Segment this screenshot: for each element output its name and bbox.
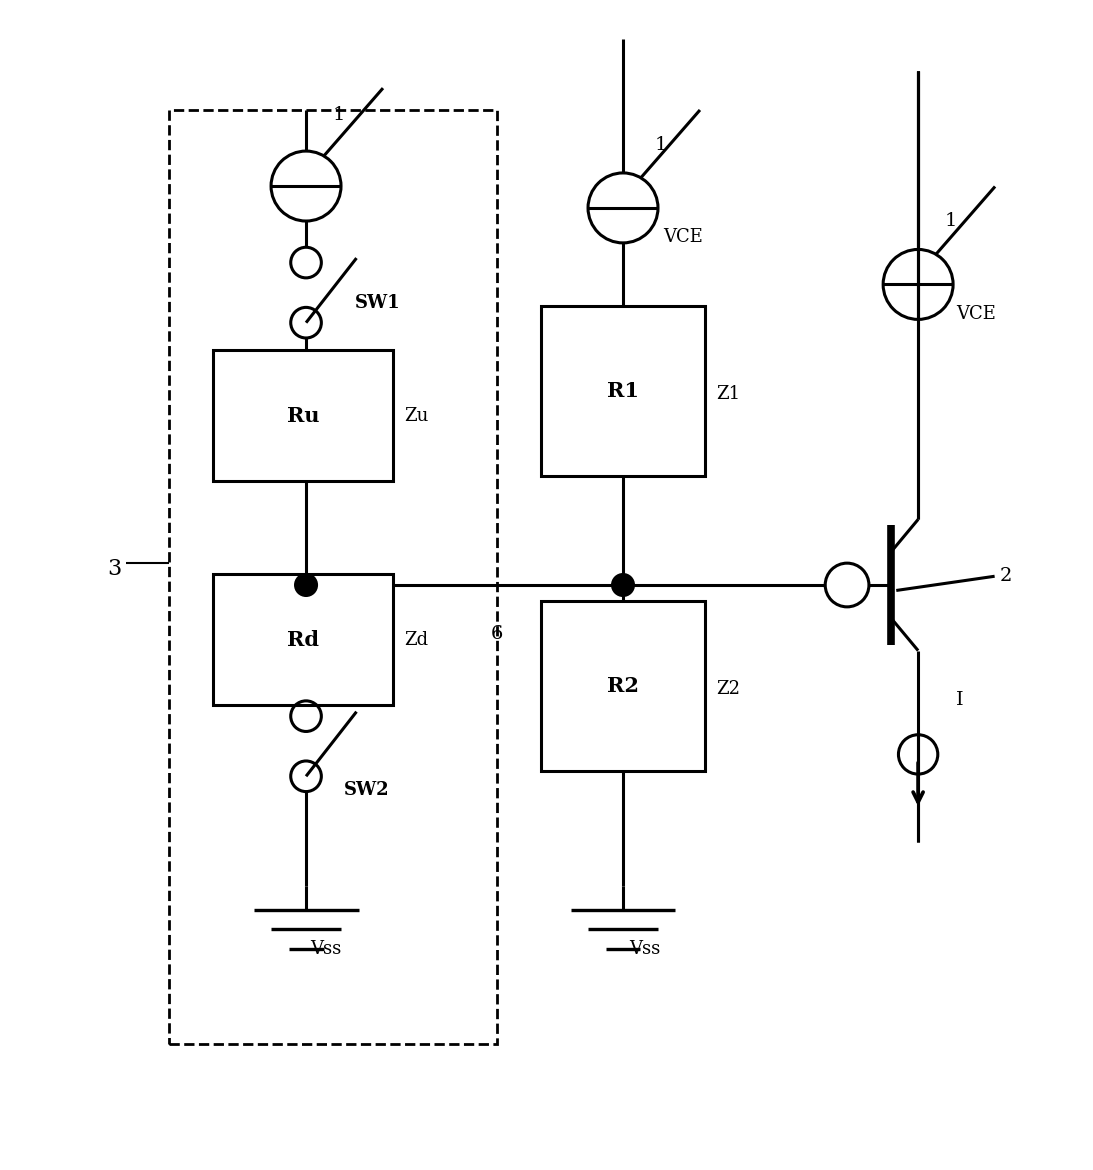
Text: R2: R2 (607, 676, 639, 696)
Circle shape (611, 573, 635, 597)
Text: Zd: Zd (404, 631, 428, 648)
Text: SW1: SW1 (355, 294, 401, 312)
Bar (213, 350, 393, 481)
Text: R1: R1 (607, 381, 639, 401)
Text: 2: 2 (1000, 567, 1012, 585)
Text: Z2: Z2 (716, 680, 740, 697)
Text: 1: 1 (332, 106, 345, 124)
Text: 6: 6 (491, 625, 504, 644)
Text: VCE: VCE (663, 228, 703, 247)
Text: SW2: SW2 (344, 782, 390, 799)
Text: 3: 3 (107, 558, 122, 579)
Text: Rd: Rd (287, 629, 319, 649)
Text: 1: 1 (944, 212, 957, 230)
Bar (541, 307, 705, 476)
Text: VCE: VCE (956, 305, 996, 323)
Bar (169, 110, 497, 1044)
Bar (541, 601, 705, 771)
Bar (213, 574, 393, 706)
Text: Ru: Ru (287, 406, 319, 426)
Text: 1: 1 (655, 136, 668, 153)
Text: Zu: Zu (404, 407, 428, 425)
Text: Vss: Vss (630, 940, 660, 958)
Text: I: I (956, 690, 964, 709)
Text: Vss: Vss (310, 940, 341, 958)
Text: Z1: Z1 (716, 385, 740, 402)
Circle shape (294, 573, 318, 597)
